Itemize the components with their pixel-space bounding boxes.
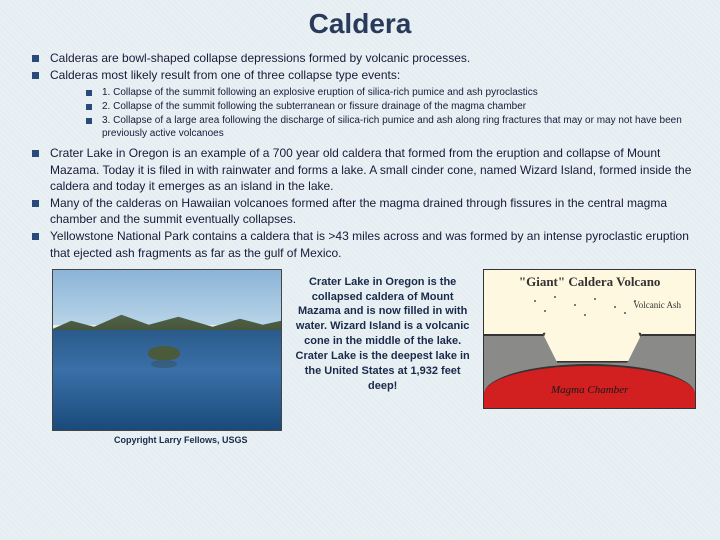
- page-title: Caldera: [24, 8, 696, 40]
- bullet-2: Calderas most likely result from one of …: [32, 67, 696, 140]
- ash-label: Volcanic Ash: [633, 300, 681, 310]
- photo-caption: Crater Lake in Oregon is the collapsed c…: [290, 269, 475, 394]
- sub-2: 2. Collapse of the summit following the …: [86, 100, 696, 113]
- caldera-diagram: "Giant" Caldera Volcano Volcanic Ash Mag…: [483, 269, 696, 409]
- diagram-title: "Giant" Caldera Volcano: [484, 274, 695, 290]
- photo-credit: Copyright Larry Fellows, USGS: [52, 435, 282, 445]
- magma-label: Magma Chamber: [484, 384, 695, 396]
- bullet-4: Many of the calderas on Hawaiian volcano…: [32, 195, 696, 227]
- main-list: Calderas are bowl-shaped collapse depres…: [24, 50, 696, 261]
- photo-column: Copyright Larry Fellows, USGS: [52, 269, 282, 445]
- bullet-3: Crater Lake in Oregon is an example of a…: [32, 145, 696, 194]
- sub-1: 1. Collapse of the summit following an e…: [86, 86, 696, 99]
- bullet-1: Calderas are bowl-shaped collapse depres…: [32, 50, 696, 66]
- crater-lake-photo: [52, 269, 282, 431]
- figure-row: Copyright Larry Fellows, USGS Crater Lak…: [24, 269, 696, 445]
- bullet-5: Yellowstone National Park contains a cal…: [32, 228, 696, 260]
- sub-3: 3. Collapse of a large area following th…: [86, 114, 696, 140]
- sub-list: 1. Collapse of the summit following an e…: [50, 86, 696, 140]
- bullet-2-text: Calderas most likely result from one of …: [50, 68, 400, 82]
